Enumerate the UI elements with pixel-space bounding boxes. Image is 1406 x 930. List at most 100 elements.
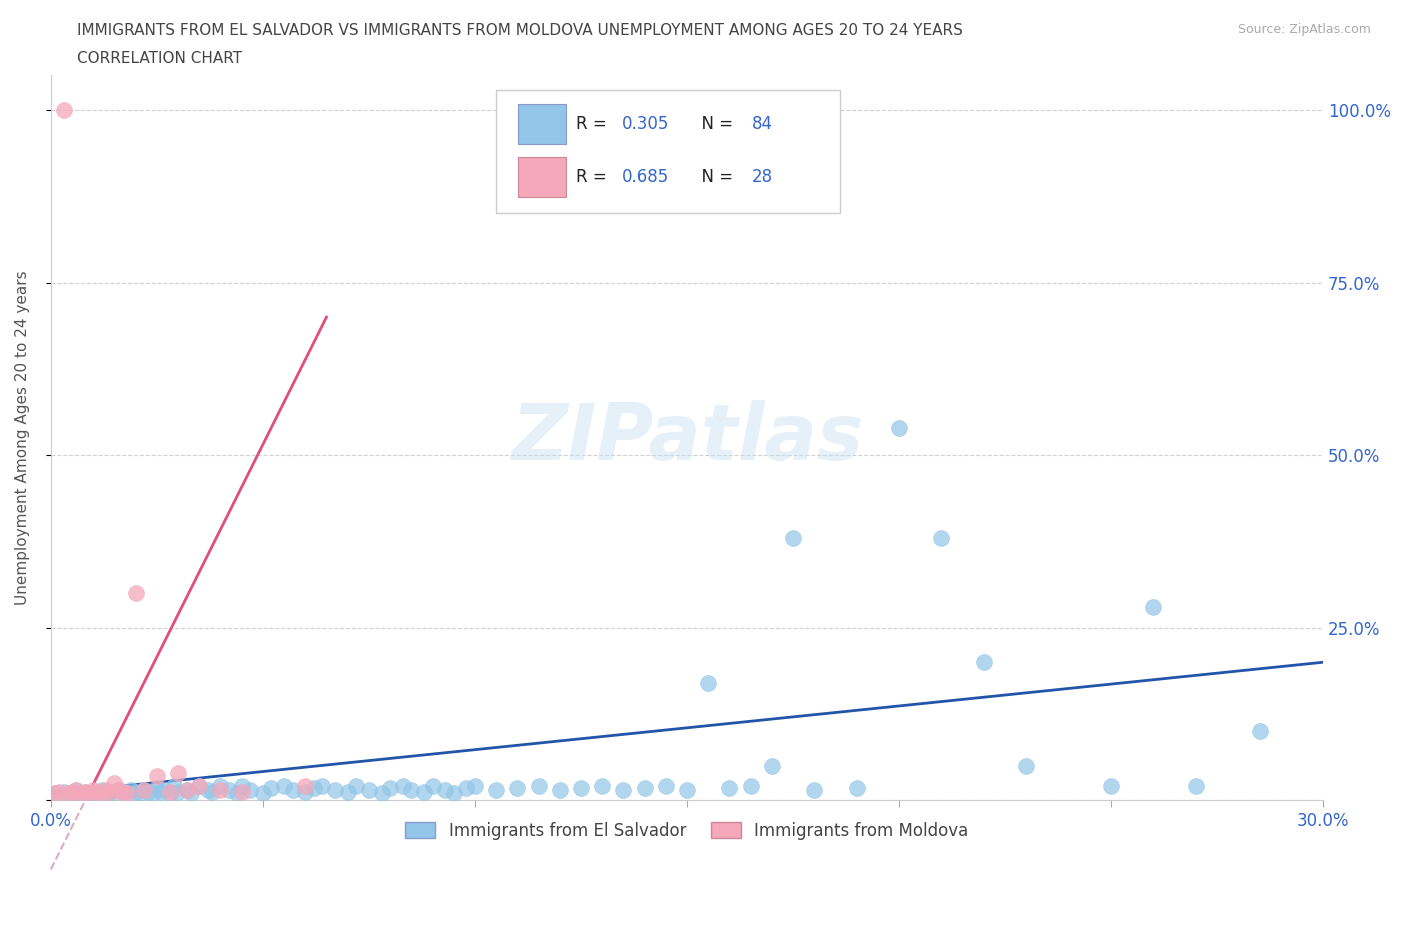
Point: [44, 786, 66, 801]
Point: [111, 785, 134, 800]
Point: [569, 780, 592, 795]
Text: 28: 28: [752, 168, 773, 186]
Point: [456, 780, 478, 795]
Point: [52, 102, 75, 117]
Text: R =: R =: [576, 168, 612, 186]
Point: [740, 779, 762, 794]
Point: [73, 785, 96, 800]
Text: Source: ZipAtlas.com: Source: ZipAtlas.com: [1237, 23, 1371, 36]
Point: [231, 785, 253, 800]
Point: [252, 786, 274, 801]
Point: [44, 786, 66, 801]
Text: 0.685: 0.685: [621, 168, 669, 186]
Point: [464, 779, 486, 794]
Point: [155, 782, 177, 797]
Point: [392, 779, 415, 794]
Point: [142, 786, 165, 801]
Point: [115, 786, 138, 801]
Point: [226, 786, 249, 801]
Point: [443, 786, 465, 801]
Y-axis label: Unemployment Among Ages 20 to 24 years: Unemployment Among Ages 20 to 24 years: [15, 271, 30, 605]
FancyBboxPatch shape: [517, 157, 567, 197]
Point: [485, 782, 508, 797]
Point: [612, 782, 634, 797]
Point: [120, 782, 142, 797]
Point: [115, 786, 138, 801]
Point: [176, 782, 198, 797]
Point: [65, 782, 87, 797]
Point: [845, 780, 868, 795]
Point: [180, 786, 202, 801]
Point: [90, 782, 112, 797]
Point: [82, 785, 104, 800]
Point: [973, 655, 995, 670]
Point: [803, 782, 825, 797]
Point: [98, 785, 121, 800]
Point: [150, 785, 173, 800]
Point: [86, 785, 108, 800]
Point: [401, 782, 423, 797]
Point: [163, 779, 186, 794]
Text: 84: 84: [752, 115, 773, 133]
Point: [77, 786, 100, 801]
Text: N =: N =: [690, 168, 738, 186]
Point: [94, 786, 117, 801]
Point: [134, 782, 156, 797]
Point: [209, 782, 232, 797]
Point: [676, 782, 699, 797]
Point: [782, 530, 804, 545]
Point: [931, 530, 953, 545]
Text: CORRELATION CHART: CORRELATION CHART: [77, 51, 242, 66]
Text: R =: R =: [576, 115, 612, 133]
Point: [273, 779, 295, 794]
Point: [218, 782, 240, 797]
Point: [1249, 724, 1271, 738]
Point: [98, 785, 121, 800]
Point: [107, 782, 129, 797]
Point: [413, 785, 436, 800]
Point: [370, 786, 392, 801]
Legend: Immigrants from El Salvador, Immigrants from Moldova: Immigrants from El Salvador, Immigrants …: [399, 815, 976, 846]
Point: [209, 779, 232, 794]
Point: [231, 779, 253, 794]
Point: [60, 785, 83, 800]
Point: [159, 785, 181, 800]
Point: [344, 779, 367, 794]
Point: [294, 779, 316, 794]
Point: [107, 782, 129, 797]
Point: [188, 779, 211, 794]
Point: [336, 785, 359, 800]
FancyBboxPatch shape: [496, 90, 839, 213]
Text: 0.305: 0.305: [621, 115, 669, 133]
Point: [146, 780, 169, 795]
Point: [591, 779, 613, 794]
Point: [146, 769, 169, 784]
Point: [159, 786, 181, 801]
Point: [1099, 779, 1122, 794]
FancyBboxPatch shape: [517, 104, 567, 144]
Point: [378, 780, 401, 795]
Point: [311, 779, 333, 794]
Point: [548, 782, 571, 797]
Point: [294, 785, 316, 800]
Text: ZIPatlas: ZIPatlas: [510, 400, 863, 476]
Text: IMMIGRANTS FROM EL SALVADOR VS IMMIGRANTS FROM MOLDOVA UNEMPLOYMENT AMONG AGES 2: IMMIGRANTS FROM EL SALVADOR VS IMMIGRANT…: [77, 23, 963, 38]
Point: [1142, 600, 1164, 615]
Point: [761, 758, 783, 773]
Point: [633, 780, 655, 795]
Point: [176, 782, 198, 797]
Point: [73, 785, 96, 800]
Point: [239, 782, 262, 797]
Point: [434, 782, 457, 797]
Point: [48, 785, 70, 800]
Point: [94, 782, 117, 797]
Point: [138, 785, 160, 800]
Point: [86, 786, 108, 801]
Point: [52, 785, 75, 800]
Point: [90, 786, 112, 801]
Point: [124, 586, 146, 601]
Point: [422, 779, 444, 794]
Text: N =: N =: [690, 115, 738, 133]
Point: [697, 675, 720, 690]
Point: [281, 782, 304, 797]
